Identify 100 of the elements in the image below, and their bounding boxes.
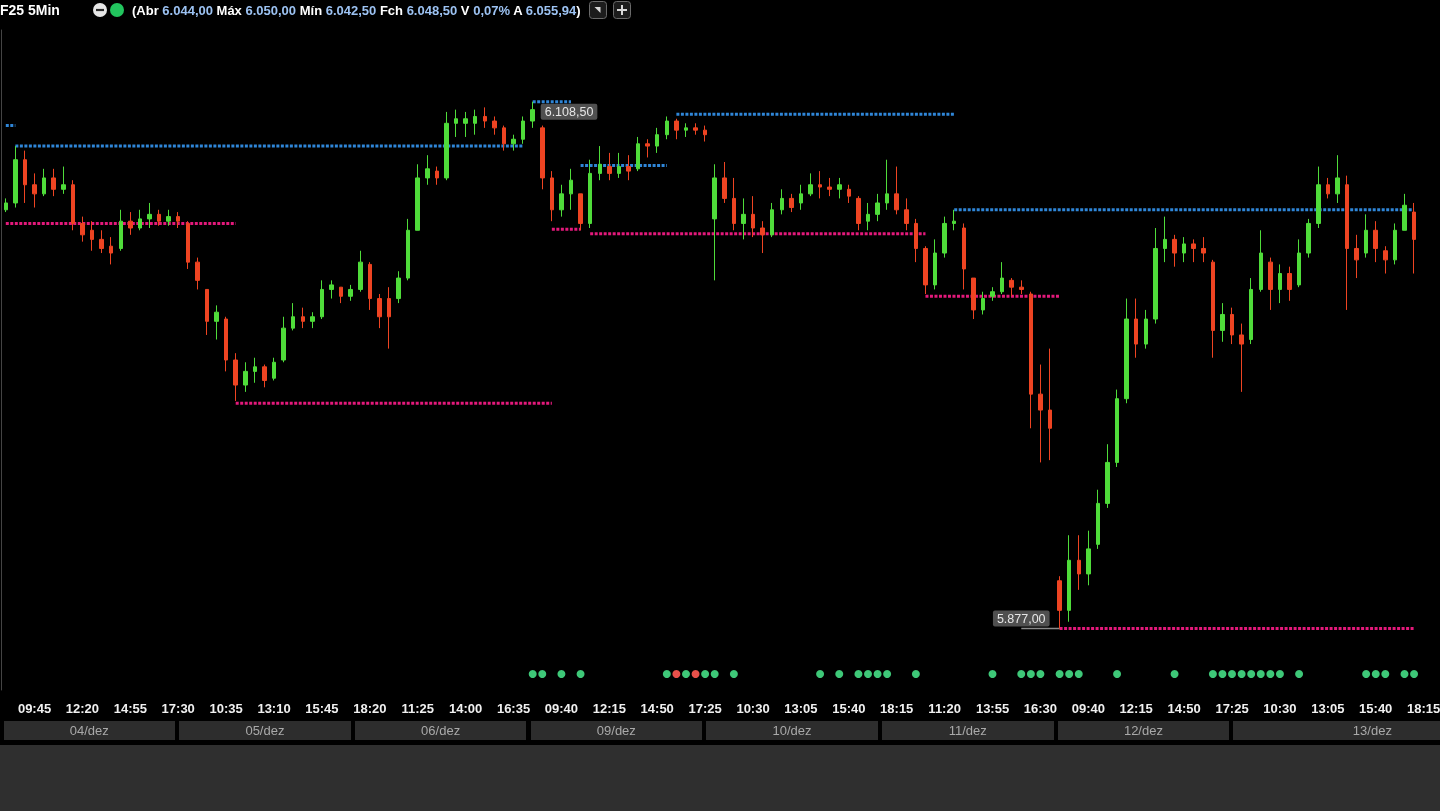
candlestick <box>396 270 401 304</box>
candlestick <box>1057 575 1062 630</box>
candlestick <box>808 172 813 197</box>
candlestick <box>847 184 851 204</box>
candlestick <box>894 166 899 215</box>
candlestick <box>1412 202 1416 275</box>
candlestick <box>703 125 707 143</box>
x-tick-label: 17:25 <box>688 701 722 716</box>
candlestick <box>1335 154 1340 204</box>
candlestick <box>1402 193 1407 231</box>
x-tick-label: 15:40 <box>832 701 866 716</box>
candlestick <box>1220 302 1225 343</box>
candlestick <box>1230 307 1234 345</box>
x-tick-label: 14:50 <box>1167 701 1201 716</box>
x-tick-label: 17:25 <box>1215 701 1249 716</box>
candlestick <box>1345 175 1349 311</box>
candlestick <box>99 229 104 254</box>
candlestick <box>1029 291 1033 429</box>
candlestick <box>933 238 937 290</box>
candlestick <box>904 197 909 231</box>
candlestick <box>636 136 640 172</box>
date-tab: 06/dez <box>354 721 527 740</box>
candlestick <box>176 211 180 229</box>
x-tick-label: 16:35 <box>496 701 531 716</box>
x-tick-label: 12:20 <box>65 701 100 716</box>
annotation: 5.877,00 <box>996 611 1046 626</box>
candlestick <box>224 316 228 372</box>
candlestick <box>90 220 94 252</box>
candlestick <box>1249 277 1253 345</box>
candlestick <box>626 154 631 181</box>
candlestick <box>310 311 315 329</box>
candlestick <box>1038 364 1043 463</box>
candlestick <box>952 209 956 231</box>
candlestick <box>693 122 698 136</box>
candlestick <box>981 291 985 315</box>
candlestick <box>1000 261 1004 295</box>
candlestick <box>358 250 363 293</box>
candlestick <box>1153 227 1158 325</box>
candlestick <box>1373 220 1378 263</box>
candlestick <box>1105 443 1110 509</box>
candlestick <box>1182 236 1186 263</box>
x-tick-label: 17:30 <box>161 701 195 716</box>
date-tab: 11/dez <box>882 721 1054 740</box>
candlestick <box>1096 489 1100 550</box>
candlestick <box>530 101 535 129</box>
candlestick <box>732 177 736 231</box>
x-tick-label: 18:15 <box>1407 701 1440 716</box>
candlestick <box>138 209 142 231</box>
candlestick <box>569 168 573 211</box>
candlestick <box>32 172 37 209</box>
x-tick-label: 16:30 <box>1023 701 1058 716</box>
candlestick <box>827 177 832 197</box>
candlestick <box>1393 222 1397 265</box>
candlestick <box>684 122 688 138</box>
x-tick-label: 13:55 <box>975 701 1010 716</box>
candlestick <box>473 109 477 136</box>
candlestick <box>1115 389 1119 468</box>
candlestick <box>233 352 238 402</box>
candlestick <box>818 170 822 199</box>
candlestick <box>301 307 305 329</box>
candlestick <box>502 125 506 152</box>
candlestick <box>962 222 966 290</box>
candlestick <box>80 216 85 243</box>
candlestick <box>1306 218 1311 259</box>
candlestick <box>1019 279 1024 295</box>
candlestick <box>368 261 372 311</box>
candlestick <box>1287 266 1292 302</box>
candlestick <box>262 364 267 388</box>
x-tick-label: 13:05 <box>784 701 818 716</box>
candlestick <box>674 118 679 140</box>
candlestick <box>1134 298 1138 359</box>
candlestick <box>166 209 171 227</box>
x-tick-label: 10:30 <box>736 701 770 716</box>
candlestick <box>425 154 430 186</box>
x-tick-label: 11:20 <box>928 701 961 716</box>
candlestick <box>4 197 8 213</box>
x-tick-label: 11:25 <box>401 701 434 716</box>
x-tick-label: 10:30 <box>1263 701 1297 716</box>
candlestick <box>942 216 947 259</box>
candlestick <box>521 115 525 145</box>
candlestick <box>645 138 650 158</box>
candlestick <box>1239 323 1244 393</box>
candlestick <box>195 257 200 290</box>
date-tab: 09/dez <box>530 721 703 740</box>
candlestick <box>1383 245 1388 275</box>
x-tick-label: 09:40 <box>544 701 579 716</box>
candlestick <box>655 127 659 154</box>
candlestick <box>186 220 190 270</box>
candlestick <box>617 152 621 179</box>
candlestick <box>339 286 343 304</box>
candlestick <box>71 179 75 231</box>
candlestick <box>1268 257 1273 311</box>
candlestick <box>253 357 257 384</box>
candlestick <box>1211 259 1215 359</box>
candlestick <box>435 166 439 186</box>
candlestick <box>1191 238 1196 263</box>
candlestick <box>205 288 209 336</box>
candlestick <box>712 163 717 281</box>
date-tab: 10/dez <box>706 721 878 740</box>
candlestick <box>387 286 391 350</box>
